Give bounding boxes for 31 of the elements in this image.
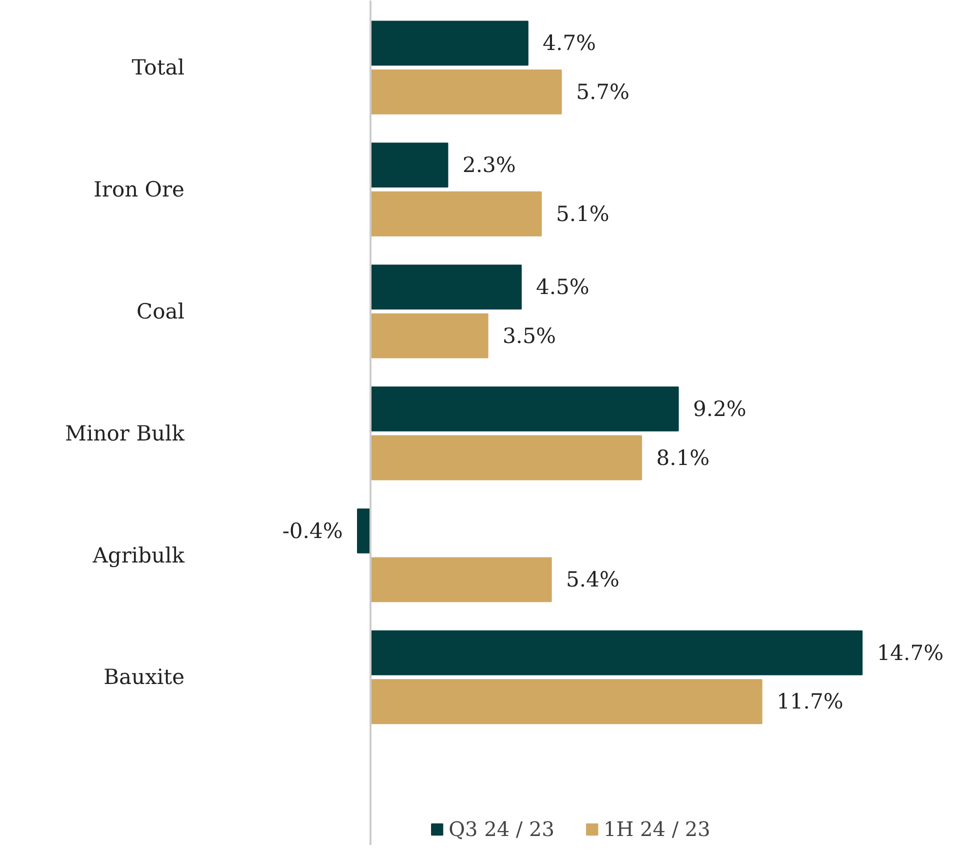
bar	[370, 264, 522, 310]
data-label: 4.7%	[542, 31, 596, 56]
bar	[370, 557, 552, 602]
y-tick-label: Bauxite	[104, 665, 185, 690]
y-tick-label: Minor Bulk	[65, 421, 185, 446]
y-tick-label: Iron Ore	[94, 177, 185, 202]
bar	[370, 313, 488, 358]
y-tick-label: Coal	[136, 299, 185, 324]
bar	[370, 435, 642, 480]
bar	[370, 630, 863, 676]
bar	[370, 70, 562, 114]
data-label: -0.4%	[282, 518, 343, 543]
y-tick-label: Agribulk	[92, 543, 185, 568]
data-label: 5.7%	[576, 80, 630, 104]
legend-label: Q3 24 / 23	[448, 817, 554, 841]
data-label: 5.4%	[566, 568, 620, 592]
data-label: 2.3%	[462, 153, 516, 178]
data-label: 3.5%	[502, 324, 556, 348]
bar	[370, 142, 448, 188]
bar	[370, 386, 679, 432]
data-label: 11.7%	[776, 690, 844, 714]
bar	[370, 20, 528, 66]
bar	[370, 191, 542, 236]
bar	[370, 679, 762, 724]
data-label: 9.2%	[693, 396, 746, 421]
data-label: 4.5%	[536, 275, 590, 300]
data-label: 8.1%	[656, 446, 710, 470]
legend-label: 1H 24 / 23	[603, 817, 710, 841]
data-label: 5.1%	[556, 202, 610, 226]
y-tick-label: Total	[132, 56, 185, 80]
data-label: 14.7%	[876, 640, 944, 665]
